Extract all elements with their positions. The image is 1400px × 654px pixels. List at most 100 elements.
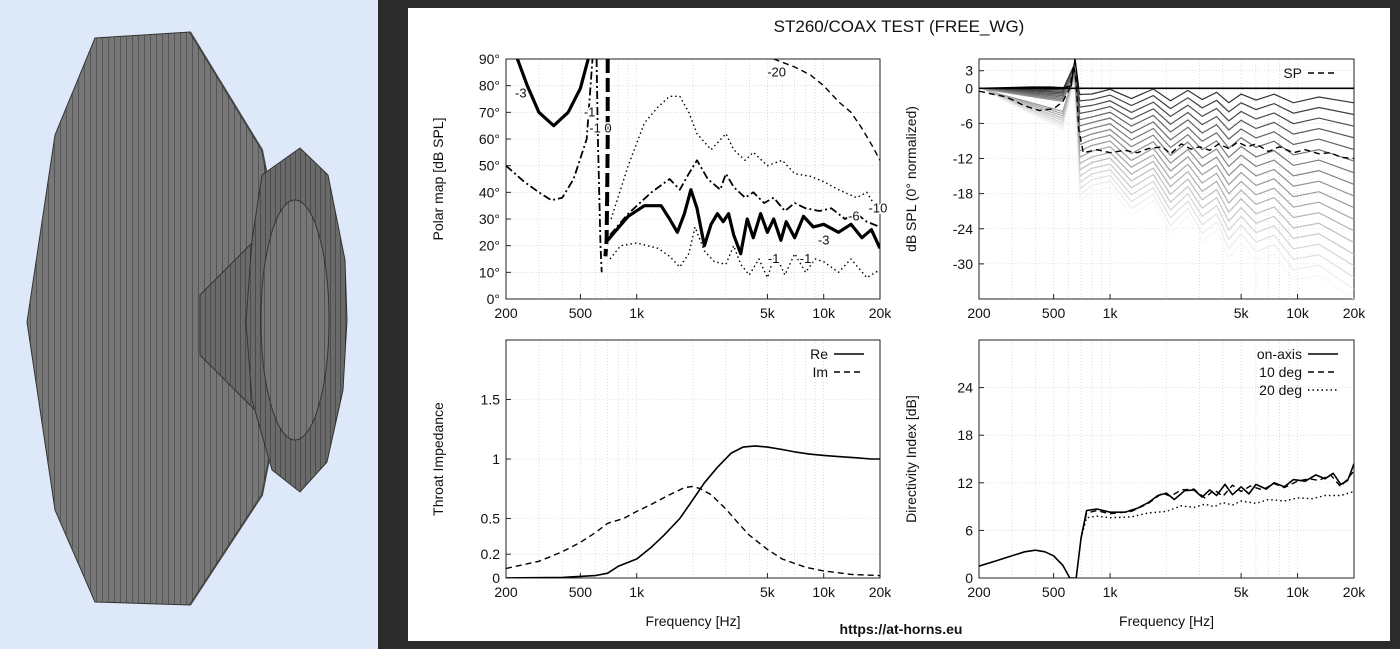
polar-contour-label: -1 bbox=[800, 251, 812, 266]
impedance-x-tick-label: 1k bbox=[629, 584, 645, 600]
impedance-legend-label: Im bbox=[812, 364, 828, 380]
impedance-y-tick-label: 0.5 bbox=[481, 511, 501, 527]
di-x-axis-label: Frequency [Hz] bbox=[1119, 613, 1214, 629]
di-y-tick-label: 6 bbox=[965, 522, 973, 538]
waveguide-3d-model-pane bbox=[0, 0, 378, 649]
impedance-x-tick-label: 20k bbox=[869, 584, 893, 600]
di-series-20-deg bbox=[1080, 490, 1354, 539]
frame-right bbox=[1390, 0, 1400, 649]
di-x-tick-label: 500 bbox=[1042, 584, 1066, 600]
polar-y-tick-label: 50° bbox=[479, 158, 500, 174]
impedance-x-tick-label: 500 bbox=[569, 584, 593, 600]
spl-x-tick-label: 1k bbox=[1103, 305, 1119, 321]
polar-x-tick-label: 20k bbox=[869, 305, 893, 321]
polar-contour-label: -20 bbox=[767, 64, 786, 79]
polar-contour--1 bbox=[595, 59, 603, 273]
di-y-tick-label: 0 bbox=[965, 570, 973, 586]
polar-contour--3 bbox=[515, 59, 590, 128]
directivity-index-panel: 200 500 1k 5k 10k 20k 0 6 12 18 24 Directivity Inde… bbox=[903, 339, 1367, 629]
impedance-x-tick-label: 200 bbox=[494, 584, 518, 600]
polar-y-tick-label: 40° bbox=[479, 184, 500, 200]
di-x-tick-label: 1k bbox=[1103, 584, 1119, 600]
spl-y-tick-label: -24 bbox=[953, 221, 973, 237]
polar-plot-area bbox=[506, 59, 880, 279]
di-legend-label: 20 deg bbox=[1259, 382, 1302, 398]
di-plot-area bbox=[979, 463, 1354, 578]
pane-divider bbox=[378, 0, 408, 649]
frame-top bbox=[408, 0, 1400, 8]
polar-contour--10 bbox=[603, 59, 610, 257]
source-url[interactable]: https://at-horns.eu bbox=[840, 621, 963, 637]
impedance-series-im bbox=[506, 485, 880, 577]
polar-contour--6 bbox=[609, 159, 880, 236]
spl-plot-frame bbox=[978, 58, 1355, 300]
spl-y-tick-label: 0 bbox=[965, 80, 973, 96]
impedance-y-tick-label: 0 bbox=[492, 570, 500, 586]
normalized-spl-panel: 200 500 1k 5k 10k 20k 30 -6 -12 -18 -24 -30 dB SPL (… bbox=[903, 58, 1367, 321]
polar-y-tick-label: 90° bbox=[479, 51, 500, 67]
impedance-y-tick-label: 0.2 bbox=[481, 546, 501, 562]
frame-bottom bbox=[408, 641, 1400, 649]
polar-contour-label: -1 0 bbox=[589, 120, 611, 135]
polar-y-tick-label: 80° bbox=[479, 78, 500, 94]
impedance-y-axis-label: Throat Impedance bbox=[430, 402, 446, 516]
polar-x-tick-label: 1k bbox=[629, 305, 645, 321]
polar-y-tick-label: 20° bbox=[479, 238, 500, 254]
polar-grid bbox=[506, 58, 880, 300]
polar-contour--3 bbox=[606, 188, 880, 256]
impedance-x-axis-label: Frequency [Hz] bbox=[646, 613, 741, 629]
spl-x-tick-label: 20k bbox=[1343, 305, 1367, 321]
polar-x-tick-label: 200 bbox=[494, 305, 518, 321]
polar-y-tick-label: 30° bbox=[479, 211, 500, 227]
spl-plot-area bbox=[979, 59, 1354, 299]
di-y-tick-label: 18 bbox=[957, 427, 973, 443]
spl-y-axis-label: dB SPL (0° normalized) bbox=[903, 106, 919, 252]
di-legend-label: on-axis bbox=[1257, 346, 1302, 362]
polar-contour-label: -6 bbox=[848, 208, 860, 223]
spl-y-tick-label: 3 bbox=[965, 63, 973, 79]
di-y-axis-label: Directivity Index [dB] bbox=[903, 395, 919, 523]
spl-off-axis-curve bbox=[979, 75, 1354, 197]
polar-contour--20 bbox=[773, 59, 880, 161]
polar-y-tick-label: 0° bbox=[487, 291, 500, 307]
spl-y-tick-label: -6 bbox=[961, 115, 974, 131]
polar-contour--10 bbox=[610, 95, 880, 220]
polar-contour-label: -3 bbox=[818, 232, 830, 247]
polar-contour-label: -1 bbox=[584, 104, 596, 119]
throat-impedance-panel: 200 500 1k 5k 10k 20k 0 0.2 0.5 1 1.5 Throat Impeda… bbox=[430, 339, 893, 629]
impedance-x-tick-label: 10k bbox=[812, 584, 836, 600]
di-y-tick-label: 24 bbox=[957, 380, 973, 396]
spl-legend-label: SP bbox=[1283, 65, 1302, 81]
polar-y-axis-label: Polar map [dB SPL] bbox=[430, 118, 446, 241]
di-series-10-deg bbox=[1080, 470, 1354, 539]
spl-off-axis-curve bbox=[979, 85, 1354, 299]
di-x-tick-label: 20k bbox=[1343, 584, 1367, 600]
di-y-tick-label: 12 bbox=[957, 475, 973, 491]
spl-x-tick-label: 5k bbox=[1234, 305, 1250, 321]
spl-x-tick-label: 500 bbox=[1042, 305, 1066, 321]
impedance-x-tick-label: 5k bbox=[760, 584, 776, 600]
polar-contour-label: -10 bbox=[869, 200, 888, 215]
spl-y-tick-label: -12 bbox=[953, 151, 973, 167]
impedance-series-re bbox=[506, 445, 880, 578]
di-legend-label: 10 deg bbox=[1259, 364, 1302, 380]
polar-x-tick-label: 5k bbox=[760, 305, 776, 321]
polar-y-tick-label: 10° bbox=[479, 264, 500, 280]
polar-contour--1 bbox=[506, 59, 594, 202]
di-plot-frame bbox=[978, 339, 1355, 579]
di-x-tick-label: 10k bbox=[1286, 584, 1310, 600]
polar-plot-frame bbox=[505, 58, 881, 300]
polar-contour-label: -1 bbox=[768, 251, 780, 266]
chart-main-title: ST260/COAX TEST (FREE_WG) bbox=[774, 17, 1025, 36]
polar-x-tick-label: 10k bbox=[812, 305, 836, 321]
polar-x-tick-label: 500 bbox=[569, 305, 593, 321]
impedance-plot-area bbox=[506, 445, 880, 578]
di-x-tick-label: 5k bbox=[1234, 584, 1250, 600]
spl-x-tick-label: 10k bbox=[1286, 305, 1310, 321]
polar-map-panel: 200 500 1k 5k 10k 20k 0° 10° 20° 30° 40° 50° 60° 70° 8… bbox=[430, 51, 892, 321]
spl-y-tick-label: -30 bbox=[953, 256, 973, 272]
polar-contour-label: -3 bbox=[515, 86, 527, 101]
impedance-legend-label: Re bbox=[810, 346, 828, 362]
polar-y-tick-label: 70° bbox=[479, 104, 500, 120]
